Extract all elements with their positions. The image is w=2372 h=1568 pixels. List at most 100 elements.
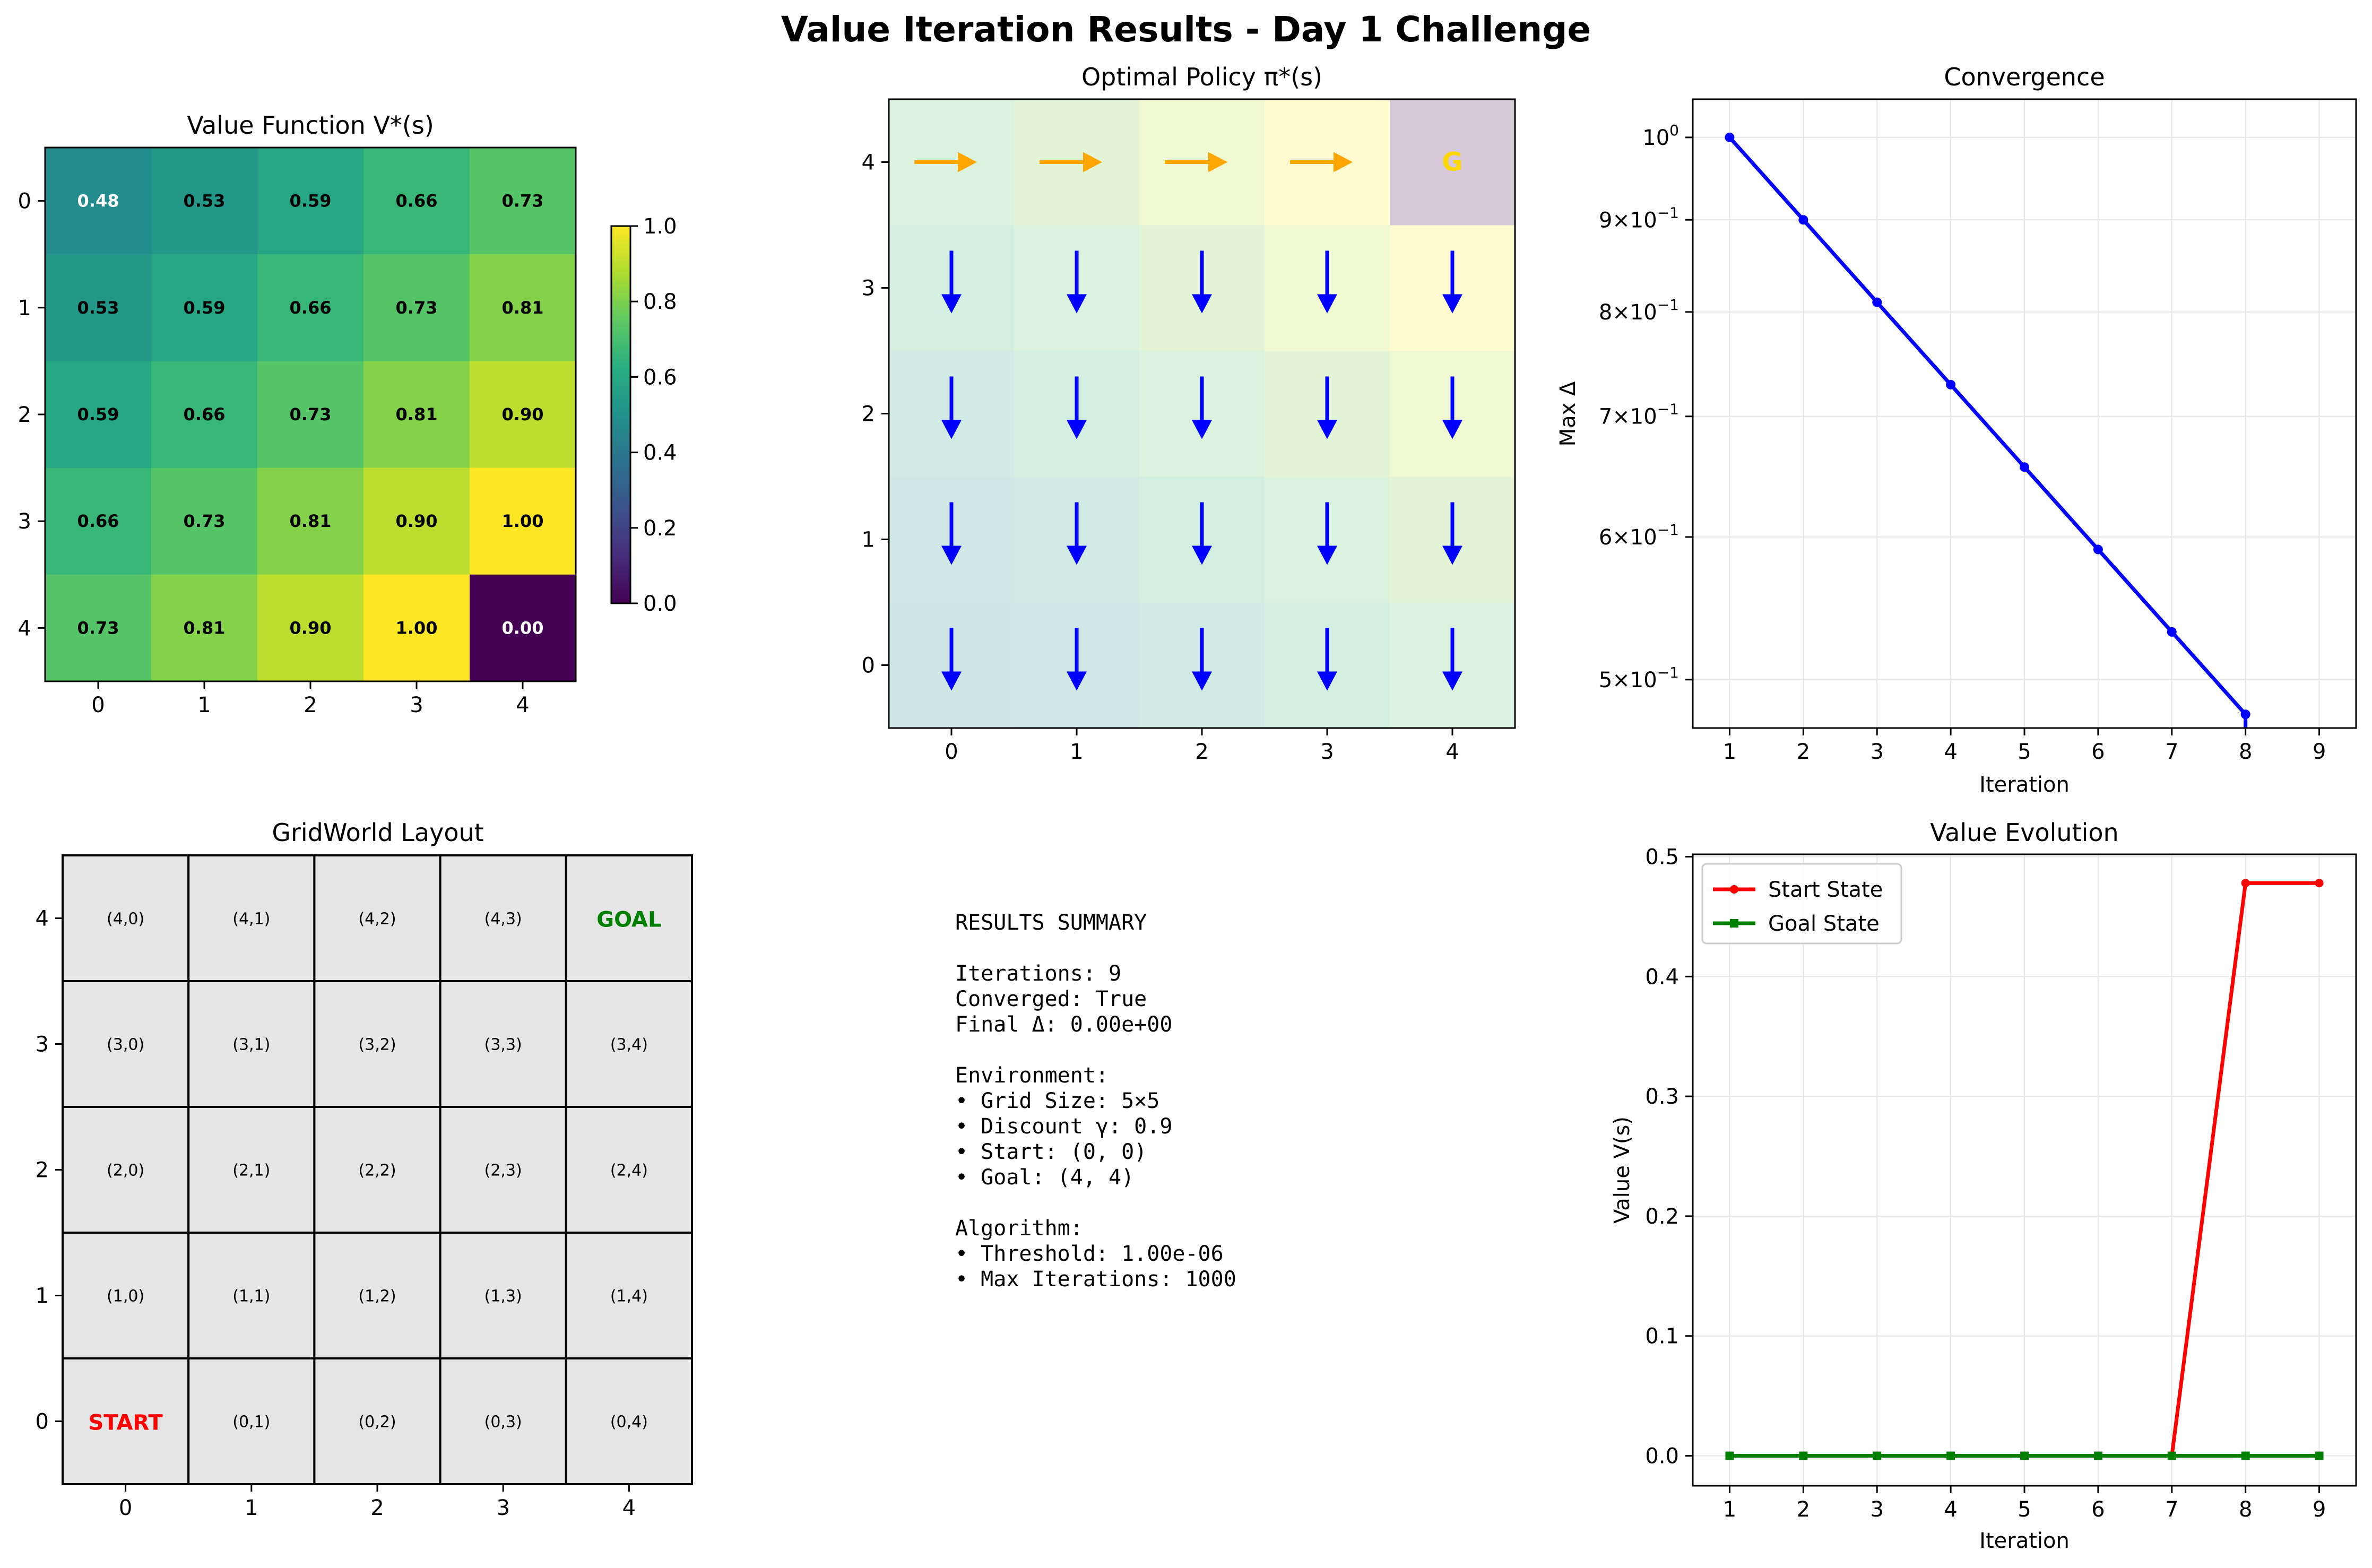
summary-line: • Grid Size: 5×5 [955,1089,1159,1113]
policy-axes: 0 1 2 3 4 0 1 2 3 4 [862,151,1459,765]
y-tick-label: 1 [862,528,875,552]
y-tick-label: 0 [36,1410,49,1434]
grid-cell-coord: (0,1) [232,1413,270,1432]
start-cell-label: START [88,1411,163,1435]
grid-cell [439,1232,567,1359]
value-cell [257,361,364,469]
legend-marker [1730,885,1738,894]
y-tick-label: 8×10−1 [1599,296,1679,325]
policy-arrowhead-down [1442,545,1462,565]
grid-cell-coord: (3,2) [358,1036,396,1054]
colorbar-gradient [610,225,631,604]
x-tick-label: 3 [1870,1497,1883,1522]
goal-state-point [1946,1451,1955,1460]
value-cell [363,574,470,682]
grid-cell [565,1106,694,1234]
grid-cell-coord: (4,1) [232,910,270,929]
policy-arrowhead-down [1317,671,1337,691]
summary-line: Algorithm: [955,1216,1083,1241]
x-tick-label: 4 [622,1496,636,1520]
value-cell [45,361,152,469]
value-evolution-legend: Start State Goal State [1701,863,1902,945]
convergence-grid [1693,99,2356,728]
grid-cell [62,1106,190,1234]
summary-line: Environment: [955,1063,1109,1088]
y-tick-label: 0.0 [1645,1444,1679,1469]
goal-state-point [1725,1451,1734,1460]
grid-cell-coord: (4,0) [107,910,144,929]
x-tick-label: 1 [1723,740,1736,764]
colorbar-tick-label: 0.0 [643,592,677,616]
value-evolution-xlabel: Iteration [1979,1529,2070,1553]
convergence-xlabel: Iteration [1979,773,2070,797]
value-cell-label: 0.73 [184,511,226,531]
summary-line: Final Δ: 0.00e+00 [955,1012,1172,1037]
y-tick-label: 0.3 [1645,1085,1679,1109]
value-cell [151,361,258,469]
grid-cell-coord: (1,3) [484,1287,522,1306]
convergence-panel: Convergence 1 2 3 4 5 6 7 8 9 100 9×10−1 8×10−1 7×10… [1556,63,2357,797]
value-cell [151,148,258,255]
value-cell-label: 0.73 [396,298,438,318]
summary-line: Converged: True [955,987,1147,1011]
summary-line: • Threshold: 1.00e-06 [955,1242,1224,1266]
value-cell-label: 0.90 [502,404,544,425]
policy-arrowhead-down [1067,294,1087,314]
policy-arrowhead-down [1067,420,1087,439]
x-tick-label: 3 [1870,740,1883,764]
x-tick-label: 9 [2313,1497,2326,1522]
grid-cell [62,980,190,1108]
grid-cell [187,854,316,982]
start-state-point [2241,879,2250,888]
colorbar-tick-label: 1.0 [643,214,677,239]
grid-cell [187,1357,316,1485]
grid-cell [565,1232,694,1359]
y-tick-label: 4 [18,616,31,640]
summary-line: Iterations: 9 [955,961,1121,986]
grid-cell-coord: (3,0) [107,1036,144,1054]
y-tick-label: 0.5 [1645,845,1679,870]
value-cell-label: 0.59 [77,404,119,425]
grid-cell-coord: (1,2) [358,1287,396,1306]
value-cell-label: 0.81 [290,511,332,531]
convergence-point [1946,379,1956,389]
y-tick-label: 4 [862,151,875,175]
x-tick-label: 2 [1195,740,1208,764]
value-cell [363,148,470,255]
x-tick-label: 5 [2018,1497,2031,1522]
x-tick-label: 2 [304,693,317,717]
value-evolution-panel: Value Evolution 1 2 3 4 5 6 7 8 9 0.0 0.1 0.2 0.3 0.4… [1610,818,2357,1553]
convergence-ylabel: Max Δ [1556,381,1580,446]
y-tick-label: 9×10−1 [1599,204,1679,232]
summary-line: • Start: (0, 0) [955,1140,1147,1164]
summary-line: RESULTS SUMMARY [955,911,1147,935]
value-cell [151,467,258,575]
colorbar-ticks: 0.0 0.2 0.4 0.6 0.8 1.0 [630,214,677,616]
y-tick-label: 0 [862,654,875,678]
x-tick-label: 4 [1944,1497,1957,1522]
grid-cell-coord: (3,1) [232,1036,270,1054]
y-tick-label: 6×10−1 [1599,521,1679,550]
value-cell [45,254,152,361]
value-cell [45,574,152,682]
colorbar-tick-label: 0.4 [643,441,677,465]
convergence-point [1798,215,1808,225]
value-cell-label: 1.00 [502,511,544,531]
grid-cell-coord: (3,4) [610,1036,648,1054]
policy-arrowhead-right [1334,152,1353,172]
value-function-panel: Value Function V*(s) 0.48 0.53 0.59 0.66 0.7… [18,111,677,717]
policy-arrowhead-down [1442,420,1462,439]
x-tick-label: 1 [245,1496,258,1520]
grid-cell-coord: (0,3) [484,1413,522,1432]
x-tick-label: 5 [2018,740,2031,764]
value-evolution-plot [1725,879,2324,1460]
policy-goal-label: G [1442,148,1462,177]
x-tick-label: 4 [1944,740,1957,764]
x-tick-label: 3 [496,1496,509,1520]
x-tick-label: 4 [1445,740,1459,764]
y-tick-label: 2 [862,402,875,427]
policy-arrowhead-down [1067,545,1087,565]
grid-cell-coord: (2,0) [107,1162,144,1180]
y-tick-label: 1 [36,1284,49,1309]
